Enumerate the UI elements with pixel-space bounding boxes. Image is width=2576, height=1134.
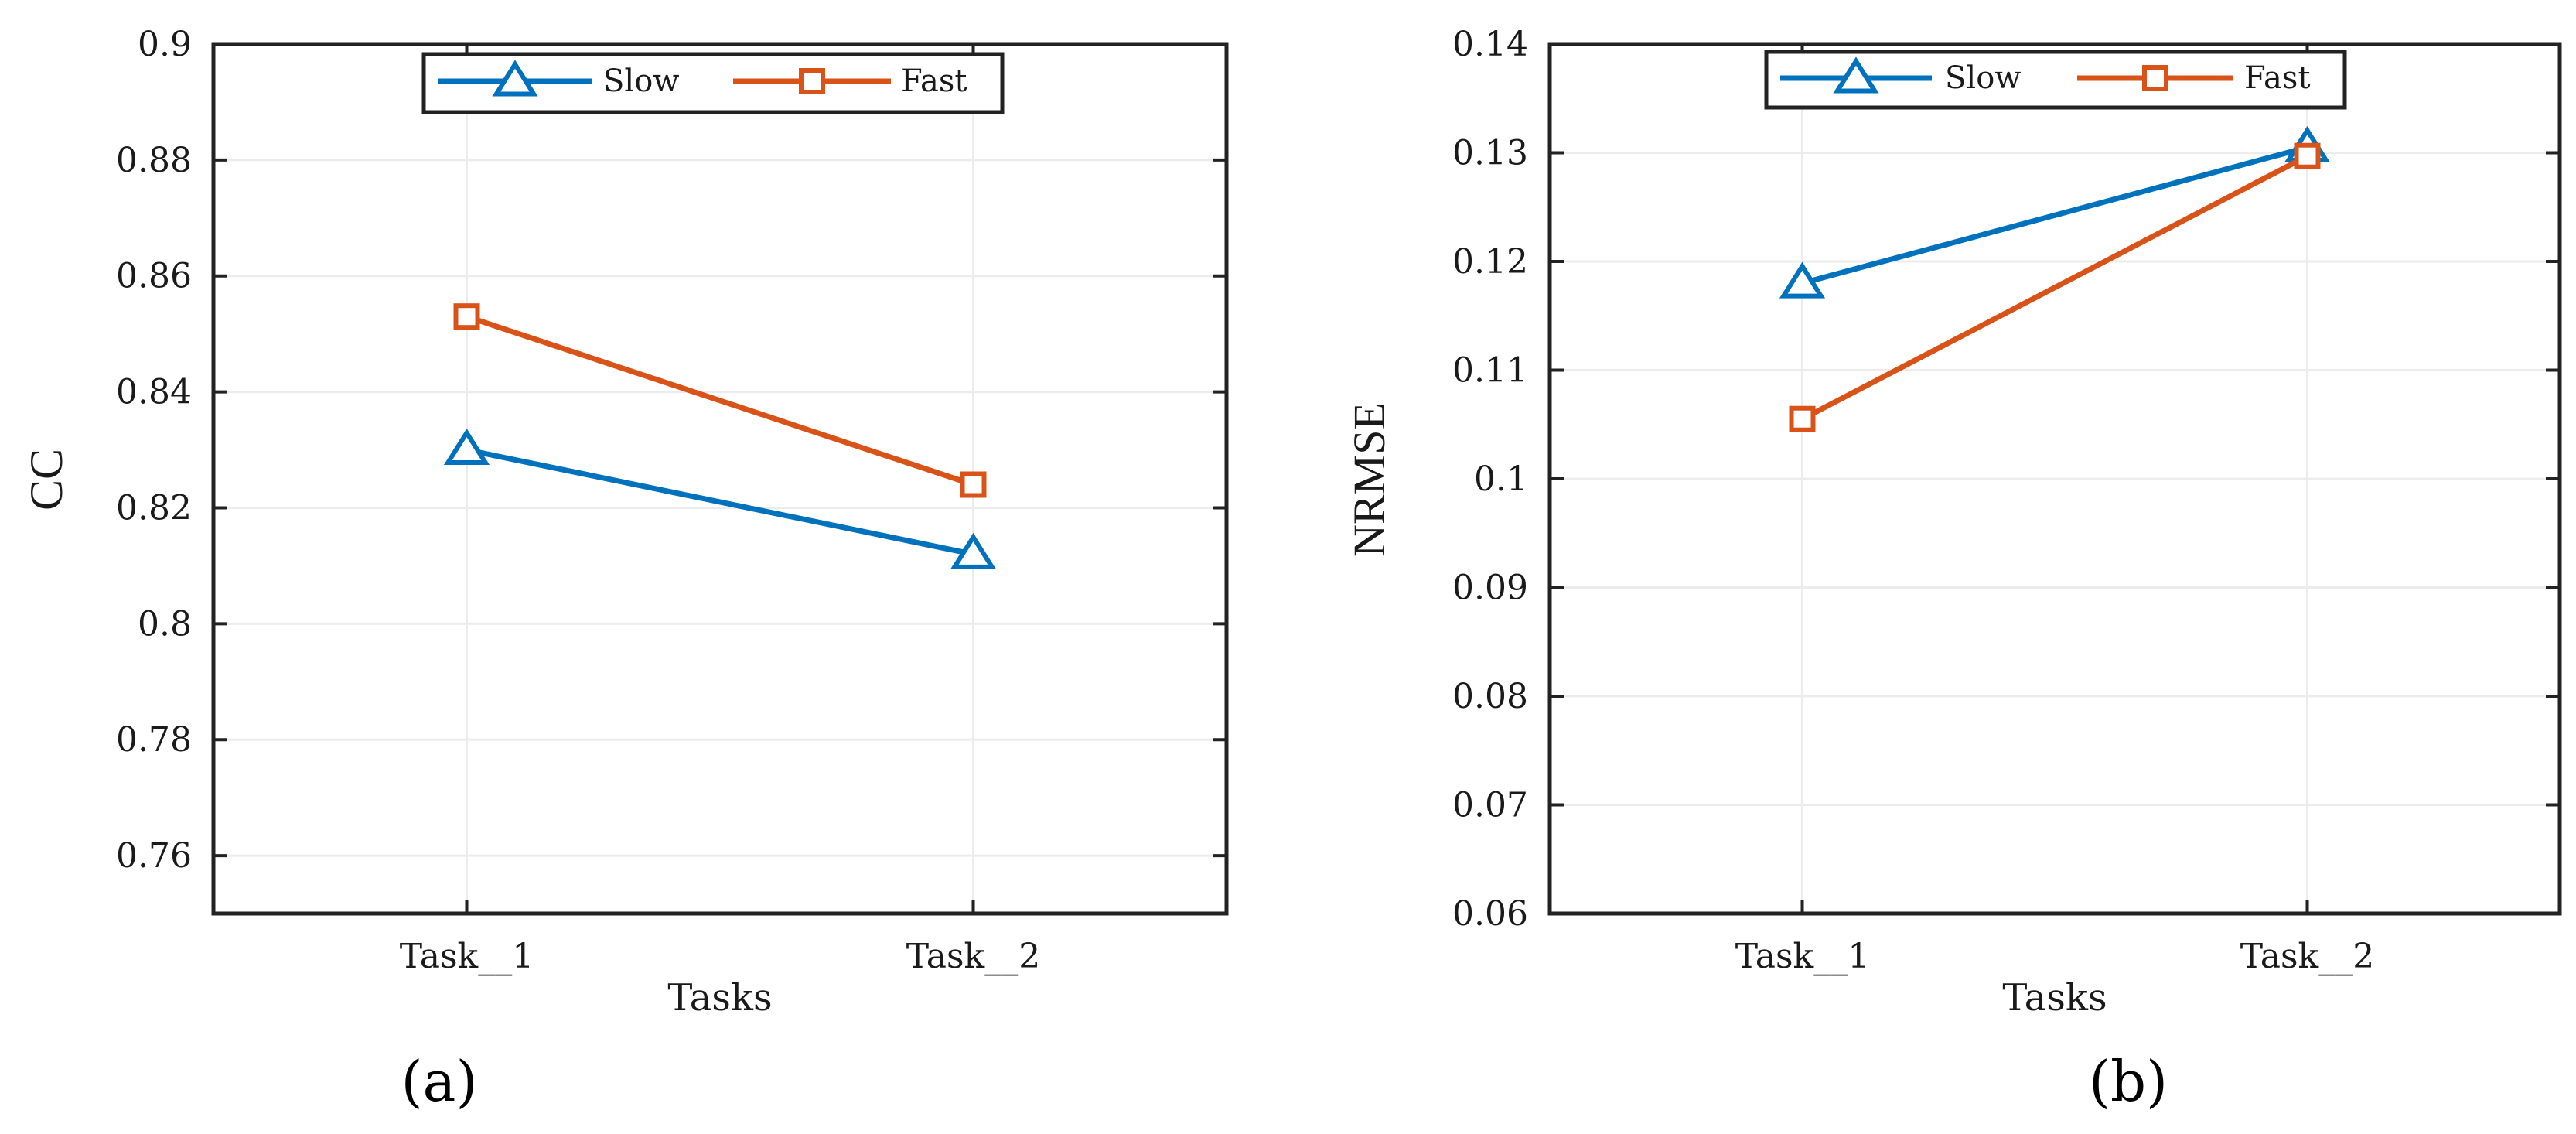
y-tick-label: 0.1: [1474, 459, 1528, 499]
x-axis-title-a: Tasks: [667, 976, 772, 1020]
legend-label-fast: Fast: [2244, 60, 2311, 96]
series-a: [443, 303, 997, 569]
x-ticks-b: Task__1 Task__2: [1735, 44, 2374, 976]
legend-marker-slow: [1833, 56, 1879, 94]
y-tick-label: 0.78: [116, 720, 192, 760]
y-tick-label: 0.11: [1452, 351, 1528, 391]
data-point-fast-2: [2294, 142, 2321, 169]
x-axis-title-b: Tasks: [2002, 976, 2107, 1020]
y-tick-label: 0.86: [116, 257, 192, 296]
legend-marker-slow: [492, 60, 538, 97]
y-tick-label: 0.8: [138, 604, 192, 644]
y-ticks-b: 0.06 0.07 0.08 0.09 0.1 0.11 0.12 0.13 0.14: [1452, 25, 2560, 934]
chart-panel-b: 0.06 0.07 0.08 0.09 0.1 0.11 0.12 0.13 0.14 Task…: [1344, 25, 2562, 1114]
y-tick-label: 0.82: [116, 488, 192, 528]
y-tick-label: 0.09: [1452, 569, 1528, 608]
legend-items-a: Slow Fast: [438, 60, 967, 99]
legend-marker-fast: [799, 68, 825, 94]
legend-a: Slow Fast: [421, 52, 1005, 114]
y-tick-label: 0.12: [1452, 242, 1528, 282]
data-point-slow-1: [1779, 261, 1826, 299]
chart-panel-a: 0.760.780.80.820.840.860.880.9 Task__1 Ta…: [21, 25, 1229, 1114]
y-tick-label: 0.07: [1452, 786, 1528, 825]
x-tick-label: Task__1: [1735, 937, 1869, 976]
series-line-slow: [1801, 145, 2308, 286]
data-point-fast-1: [1789, 405, 1816, 432]
series-b: [1779, 125, 2331, 432]
y-tick-label: 0.14: [1452, 25, 1528, 64]
y-tick-label: 0.9: [138, 25, 192, 64]
x-ticks-a: Task__1 Task__2: [400, 44, 1040, 976]
y-tick-label: 0.08: [1452, 677, 1528, 716]
legend-box-b: [1764, 50, 2347, 110]
y-tick-label: 0.06: [1452, 894, 1528, 934]
legend-items-b: Slow Fast: [1780, 56, 2311, 96]
plot-area-a: [211, 42, 1229, 916]
series-line-fast: [466, 313, 974, 487]
y-tick-label: 0.88: [116, 141, 192, 180]
y-axis-title-b: NRMSE: [1344, 402, 1394, 557]
panel-label-a: (a): [401, 1049, 477, 1114]
x-tick-label: Task__1: [400, 937, 534, 976]
y-tick-label: 0.84: [116, 373, 192, 412]
data-point-slow-2: [950, 532, 997, 569]
series-line-fast: [1800, 153, 2309, 422]
gridlines-a: [213, 43, 1227, 914]
legend-label-fast: Fast: [901, 63, 967, 99]
x-tick-label: Task__2: [2240, 937, 2374, 976]
data-point-fast-1: [453, 303, 480, 330]
gridlines-b: [1550, 43, 2560, 915]
legend-label-slow: Slow: [1945, 60, 2022, 96]
panel-label-b: (b): [2089, 1049, 2168, 1114]
data-point-slow-1: [443, 428, 490, 466]
y-axis-title-a: CC: [21, 449, 72, 511]
legend-b: Slow Fast: [1764, 50, 2347, 110]
y-tick-label: 0.76: [116, 836, 192, 876]
series-line-slow: [466, 447, 974, 557]
y-tick-label: 0.13: [1452, 134, 1528, 173]
legend-label-slow: Slow: [603, 63, 680, 99]
data-point-fast-2: [960, 471, 987, 498]
legend-marker-fast: [2142, 65, 2168, 91]
x-tick-label: Task__2: [906, 937, 1040, 976]
y-ticks-a: 0.76 0.78 0.8 0.82 0.84 0.86 0.88 0.9: [116, 25, 1227, 876]
